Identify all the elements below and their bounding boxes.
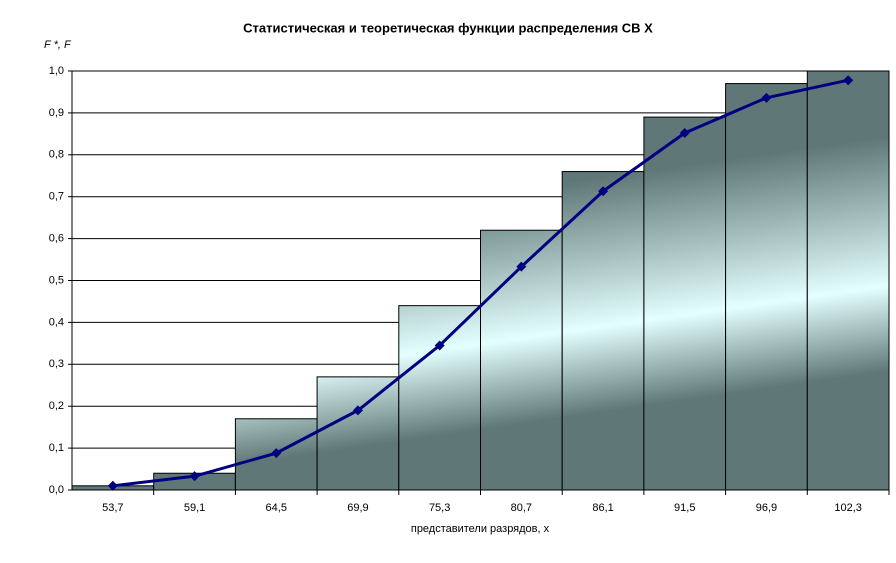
marker [434,340,445,351]
x-tick-label: 75,3 [429,502,450,514]
x-tick-label: 96,9 [756,502,777,514]
x-tick-label: 53,7 [102,502,123,514]
marker [189,471,200,482]
y-tick-label: 0,7 [49,191,64,203]
y-tick-label: 0,2 [49,400,64,412]
marker [761,92,772,103]
y-axis-label: F *, F [44,39,72,51]
marker [352,405,363,416]
marker [271,448,282,459]
y-tick-label: 0,9 [49,107,64,119]
y-tick-label: 0,5 [49,274,64,286]
y-tick-label: 0,0 [49,484,64,496]
x-tick-label: 91,5 [674,502,695,514]
bar [643,116,727,491]
y-tick-label: 0,6 [49,233,64,245]
x-axis-label: представители разрядов, x [411,523,550,535]
bar [725,83,808,491]
line [112,78,849,488]
x-tick-label: 80,7 [511,502,532,514]
bar [806,70,890,491]
marker [843,75,854,86]
x-tick-label: 59,1 [184,502,205,514]
chart-title: Статистическая и теоретическая функции р… [243,20,653,35]
x-tick-label: 69,9 [347,502,368,514]
bar [316,376,400,491]
x-tick-label: 64,5 [266,502,287,514]
bar [398,305,481,491]
y-tick-label: 0,1 [49,442,64,454]
y-tick-label: 1,0 [49,65,64,77]
y-tick-label: 0,8 [49,149,64,161]
marker [107,480,118,491]
y-tick-label: 0,3 [49,358,64,370]
x-tick-label: 102,3 [834,502,862,514]
y-tick-label: 0,4 [49,316,64,328]
marker [598,186,609,197]
x-tick-label: 86,1 [592,502,613,514]
marker [679,128,690,139]
marker [516,261,527,272]
bar [480,229,563,491]
